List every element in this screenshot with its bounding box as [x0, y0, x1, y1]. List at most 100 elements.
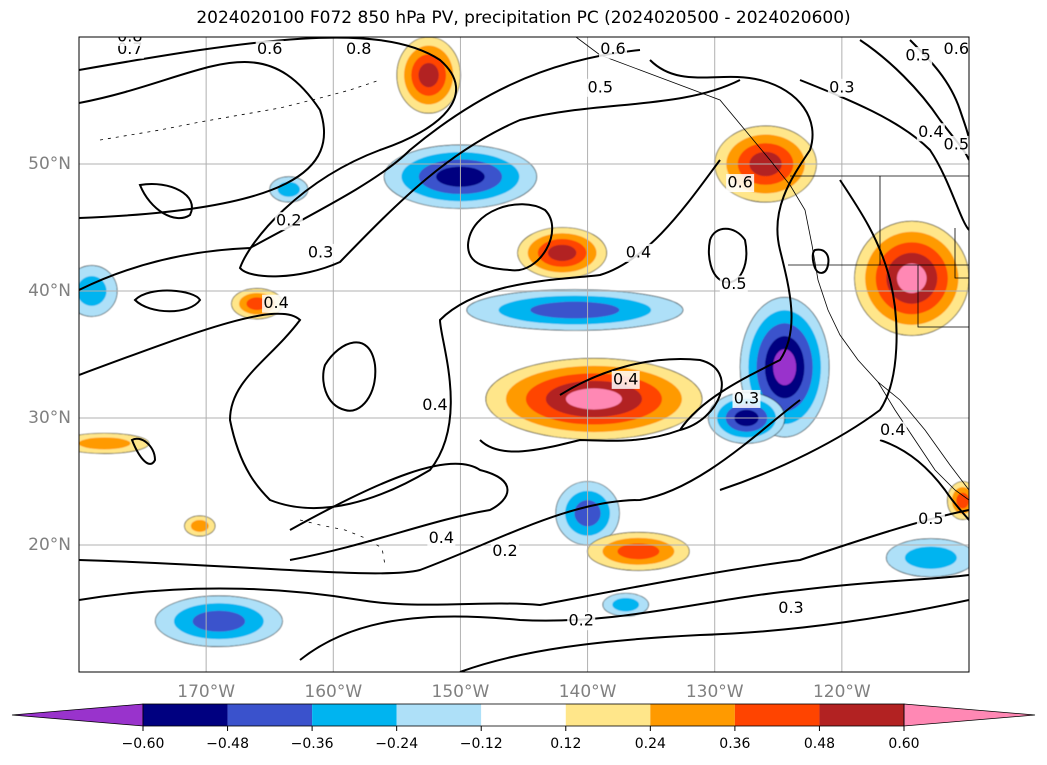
pv-contour-line	[138, 183, 193, 220]
pv-contour-line	[811, 248, 830, 274]
pv-contour-line	[79, 37, 741, 278]
contour-label: 0.5	[944, 134, 969, 153]
precip-anomaly-region	[947, 481, 969, 520]
contour-label-bg	[586, 78, 615, 97]
contour-label: 0.2	[568, 611, 593, 630]
contour-label-bg	[942, 40, 969, 59]
precip-fill-band	[79, 437, 131, 450]
contour-label-bg	[777, 599, 805, 618]
pv-contour-line	[133, 289, 202, 313]
colorbar-extend-high	[903, 703, 1036, 727]
contour-label: 0.3	[829, 77, 854, 96]
colorbar-tick-label: −0.60	[122, 736, 165, 752]
contour-label: 0.2	[276, 211, 301, 230]
colorbar-tick-label: 0.60	[888, 736, 919, 752]
baja-coastline	[877, 381, 969, 501]
precip-fill-band	[612, 598, 640, 612]
colorbar-tick-label: −0.24	[375, 736, 418, 752]
latitude-tick-label: 20°N	[28, 535, 71, 555]
contour-label: 0.3	[308, 242, 333, 261]
contour-label: 0.8	[346, 39, 371, 58]
colorbar-tick-label: 0.48	[804, 736, 835, 752]
contour-label: 0.3	[778, 598, 803, 617]
colorbar-tick-label: 0.24	[635, 736, 666, 752]
contour-label-bg	[611, 370, 640, 389]
pv-contour-line	[130, 437, 157, 465]
contour-label-bg	[904, 47, 933, 66]
map-plot-area: 0.2 0.3 0.4 0.4 0.4 0.2 0.2 0.3 0.4 0.4 0.3 0.5 0.6 0…	[78, 27, 970, 673]
latitude-tick-label: 30°N	[28, 408, 71, 428]
contour-label-bg	[255, 40, 284, 59]
contour-label: 0.3	[734, 388, 759, 407]
colorbar-frame	[142, 703, 905, 727]
pv-contour-line	[879, 439, 969, 521]
contour-label-bg	[732, 389, 761, 408]
precip-fill-band	[896, 263, 927, 294]
contour-label-bg	[262, 294, 291, 313]
contour-label-bg	[599, 40, 627, 59]
colorbar-tick-label: −0.48	[206, 736, 249, 752]
colorbar-segment	[565, 704, 651, 726]
longitude-tick-label: 170°W	[177, 682, 235, 702]
contour-label-bg	[942, 135, 969, 154]
contour-label-bg	[726, 174, 755, 193]
colorbar-segment	[143, 704, 228, 726]
pv-contour-line	[459, 599, 969, 672]
contour-label-bg	[567, 612, 596, 631]
pv-contour-line	[649, 59, 814, 431]
contour-label: 0.8	[117, 27, 142, 46]
contour-label: 0.6	[727, 173, 752, 192]
precip-anomaly-region	[854, 220, 969, 336]
colorbar-segment	[650, 704, 735, 726]
precip-fill-band	[277, 181, 300, 197]
latitude-tick-label: 50°N	[28, 154, 71, 174]
contour-label: 0.4	[918, 122, 943, 141]
precip-fill-band	[192, 610, 246, 632]
contour-label: 0.4	[613, 369, 638, 388]
colorbar-extend-low	[11, 703, 144, 727]
precip-fill-band	[956, 492, 969, 509]
contour-label-bg	[421, 396, 449, 415]
pv-contour-line	[289, 462, 509, 561]
precip-fill-band	[617, 543, 660, 560]
state-border-2	[917, 265, 969, 328]
contour-label: 0.5	[721, 274, 746, 293]
contour-label-bg	[344, 40, 373, 59]
axis-tick-labels: 20°N 30°N 40°N 50°N 170°W 160°W 150°W 140°W 130°…	[28, 154, 871, 702]
colorbar-tick-label: 0.12	[550, 736, 581, 752]
precip-anomaly-region	[485, 358, 703, 440]
longitude-tick-label: 120°W	[813, 682, 871, 702]
pv-contour-line	[707, 227, 748, 284]
precip-fill-band	[530, 301, 620, 319]
precip-anomaly-region	[396, 37, 461, 114]
pv-contour-line	[719, 179, 898, 491]
contour-label: 0.4	[626, 242, 651, 261]
contour-label-bg	[306, 243, 335, 262]
contour-label-layer: 0.2 0.3 0.4 0.4 0.4 0.2 0.2 0.3 0.4 0.4 0.3 0.5 0.6 0…	[115, 27, 969, 631]
precip-fill-band	[547, 244, 577, 261]
contour-label-bg	[624, 243, 653, 262]
pv-contour-line	[466, 203, 554, 272]
precip-fill-band	[904, 546, 957, 569]
contour-label-bg	[916, 510, 945, 529]
precip-anomaly-region	[466, 289, 684, 331]
contour-label: 0.6	[600, 39, 625, 58]
contour-label: 0.5	[918, 509, 943, 528]
colorbar-segment	[312, 704, 397, 726]
precip-fill-band	[190, 520, 209, 532]
precip-anomaly-region	[154, 595, 283, 647]
contour-label: 0.2	[492, 541, 517, 560]
pv-contour-line	[322, 341, 377, 412]
contour-label: 0.5	[905, 46, 930, 65]
contour-label-bg	[274, 212, 303, 231]
colorbar-segment	[481, 704, 566, 726]
precip-anomaly-region	[886, 538, 969, 578]
pv-contour-line	[79, 399, 801, 575]
contour-label: 0.4	[422, 395, 447, 414]
pv-contour-line	[299, 574, 969, 661]
chart-title: 2024020100 F072 850 hPa PV, precipitatio…	[196, 8, 851, 28]
state-border-3	[954, 228, 969, 279]
contour-label-bg	[827, 78, 856, 97]
contour-label: 0.6	[257, 39, 282, 58]
colorbar-tick-label: −0.12	[460, 736, 503, 752]
